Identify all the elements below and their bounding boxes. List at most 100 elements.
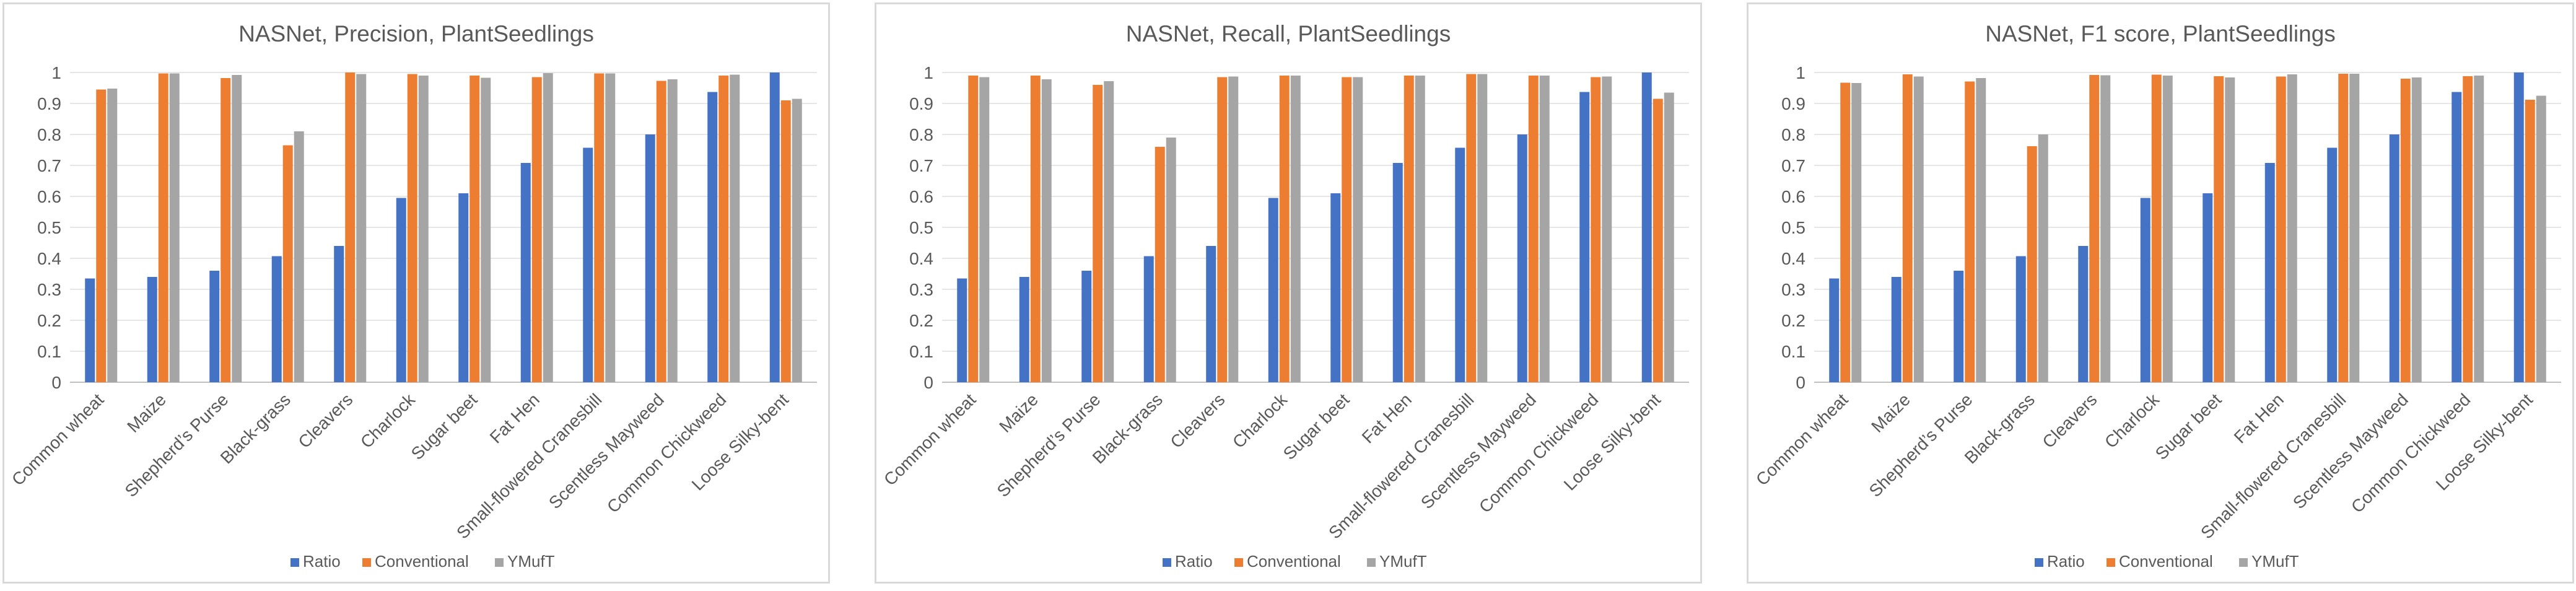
bar-conventional-7 <box>2276 76 2286 382</box>
chart-panel-recall: NASNet, Recall, PlantSeedlings 0 0.1 0.2 0.3… <box>875 2 1702 584</box>
bar-ratio-0 <box>957 278 967 382</box>
legend-swatch-ymuft <box>495 558 504 567</box>
bar-ratio-10 <box>1579 92 1590 382</box>
bar-ratio-4 <box>1206 246 1216 382</box>
bar-ymuft-5 <box>1290 76 1301 382</box>
bar-ratio-5 <box>1268 198 1278 382</box>
bar-ymuft-9 <box>2411 77 2422 382</box>
bar-conventional-6 <box>2214 76 2224 382</box>
y-tick-label: 0.2 <box>37 311 61 330</box>
bar-ymuft-11 <box>2536 95 2546 382</box>
legend-swatch-ratio <box>290 558 299 567</box>
bar-ymuft-3 <box>2038 134 2048 382</box>
y-tick-label: 0.4 <box>1781 249 1805 268</box>
bar-ratio-5 <box>2140 198 2150 382</box>
bar-ratio-11 <box>2513 72 2524 382</box>
bar-conventional-7 <box>1404 76 1414 382</box>
bar-conventional-5 <box>1279 76 1290 382</box>
y-tick-label: 0.1 <box>909 342 933 361</box>
x-tick-label: Maize <box>1867 390 1914 436</box>
y-tick-label: 0.6 <box>37 187 61 206</box>
bar-ratio-9 <box>2389 134 2399 382</box>
legend-swatch-conventional <box>1234 558 1243 567</box>
y-tick-label: 0.5 <box>909 218 933 237</box>
y-tick-label: 0.8 <box>37 125 61 144</box>
legend-label-conventional: Conventional <box>1247 552 1341 571</box>
bar-conventional-3 <box>1155 147 1165 382</box>
y-tick-label: 0.3 <box>37 280 61 299</box>
bar-conventional-8 <box>594 73 605 382</box>
bar-ymuft-4 <box>356 74 367 382</box>
bar-ratio-6 <box>2203 193 2213 382</box>
y-tick-label: 1 <box>51 63 61 82</box>
legend-label-ratio: Ratio <box>303 552 341 571</box>
x-tick-label: Common wheat <box>8 390 108 489</box>
bar-conventional-10 <box>2463 76 2473 382</box>
bar-ymuft-0 <box>1851 83 1862 382</box>
bar-ratio-0 <box>1829 278 1840 382</box>
y-tick-label: 0.1 <box>37 342 61 361</box>
x-tick-label: Maize <box>995 390 1042 436</box>
bar-conventional-0 <box>968 76 979 382</box>
chart-recall: NASNet, Recall, PlantSeedlings 0 0.1 0.2 0.3… <box>880 21 1689 571</box>
bar-ymuft-8 <box>1477 74 1488 382</box>
y-tick-label: 0.6 <box>909 187 933 206</box>
x-tick-label: Sugar beet <box>408 390 481 463</box>
chart-f1-score: NASNet, F1 score, PlantSeedlings 0 0.1 0.2 0… <box>1752 21 2561 571</box>
y-tick-label: 0.9 <box>37 94 61 113</box>
y-tick-label: 0.8 <box>909 125 933 144</box>
bar-ymuft-11 <box>792 98 802 382</box>
x-tick-label: Sugar beet <box>1280 390 1353 463</box>
y-tick-label: 0.6 <box>1781 187 1805 206</box>
bar-ymuft-3 <box>294 131 304 382</box>
x-tick-label: Scentless Mayweed <box>2289 390 2412 512</box>
y-tick-label: 0.3 <box>1781 280 1805 299</box>
x-tick-label: Common wheat <box>1752 390 1852 489</box>
x-tick-label: Cleavers <box>1166 390 1228 452</box>
bar-conventional-6 <box>1342 77 1352 382</box>
x-tick-label: Common wheat <box>880 390 980 489</box>
bar-ymuft-7 <box>2287 74 2297 382</box>
bar-ratio-10 <box>2452 92 2462 382</box>
bar-ymuft-6 <box>2225 77 2235 382</box>
bar-conventional-6 <box>469 76 480 382</box>
y-tick-label: 0.5 <box>37 218 61 237</box>
bar-ymuft-9 <box>1539 76 1550 382</box>
bar-conventional-3 <box>282 145 293 382</box>
bar-ymuft-4 <box>2100 75 2111 382</box>
y-tick-label: 0.2 <box>1781 311 1805 330</box>
y-tick-label: 0.3 <box>909 280 933 299</box>
bar-ymuft-9 <box>667 79 678 382</box>
legend-label-ymuft: YMufT <box>1379 552 1427 571</box>
x-tick-label: Common Chickweed <box>603 390 730 517</box>
y-tick-label: 0.9 <box>1781 94 1805 113</box>
bar-ratio-8 <box>1455 147 1465 382</box>
bar-ratio-4 <box>334 246 344 382</box>
bar-ratio-6 <box>458 193 469 382</box>
bar-ratio-7 <box>1392 163 1403 382</box>
bar-ymuft-1 <box>1913 76 1924 382</box>
bar-ymuft-7 <box>543 73 553 382</box>
legend-swatch-ymuft <box>1367 558 1376 567</box>
bar-ratio-8 <box>583 147 593 382</box>
bar-ratio-9 <box>1517 134 1527 382</box>
bar-ymuft-8 <box>2349 74 2360 382</box>
y-tick-label: 0 <box>51 373 61 392</box>
bar-conventional-2 <box>1093 85 1103 382</box>
bar-ymuft-6 <box>481 77 491 382</box>
bar-conventional-9 <box>2400 79 2411 382</box>
x-tick-label: Shepherd’s Purse <box>993 390 1104 501</box>
x-tick-label: Sugar beet <box>2152 390 2225 463</box>
y-tick-label: 0.4 <box>37 249 61 268</box>
bar-ratio-1 <box>147 277 157 382</box>
y-tick-label: 1 <box>923 63 933 82</box>
bar-ymuft-10 <box>1602 76 1612 382</box>
y-tick-label: 1 <box>1796 63 1805 82</box>
bar-ymuft-1 <box>169 73 180 382</box>
bar-conventional-5 <box>2151 74 2162 382</box>
bar-ymuft-2 <box>1104 81 1114 382</box>
y-tick-label: 0.7 <box>37 156 61 175</box>
chart-precision: NASNet, Precision, PlantSeedlings 0 0.1 0.2… <box>8 21 817 571</box>
bar-ratio-10 <box>707 92 718 382</box>
bar-ratio-7 <box>520 163 531 382</box>
